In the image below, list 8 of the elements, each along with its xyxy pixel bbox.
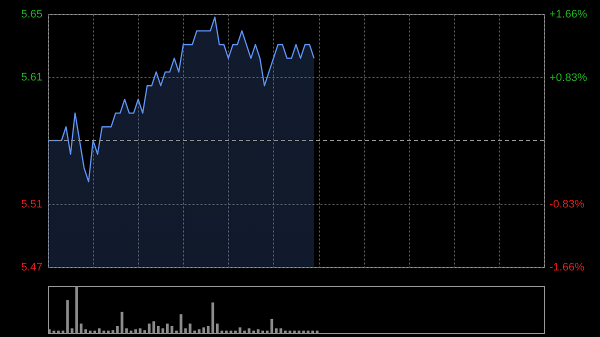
y2-tick-label: -1.66% [550,262,585,274]
y2-tick-label: -0.83% [550,198,585,210]
y2-tick-label: +1.66% [550,8,588,20]
y-tick-label: 5.51 [21,198,42,210]
y-tick-label: 5.65 [21,8,42,20]
y-tick-label: 5.47 [21,262,42,274]
y2-tick-label: +0.83% [550,72,588,84]
y-tick-label: 5.61 [21,72,42,84]
